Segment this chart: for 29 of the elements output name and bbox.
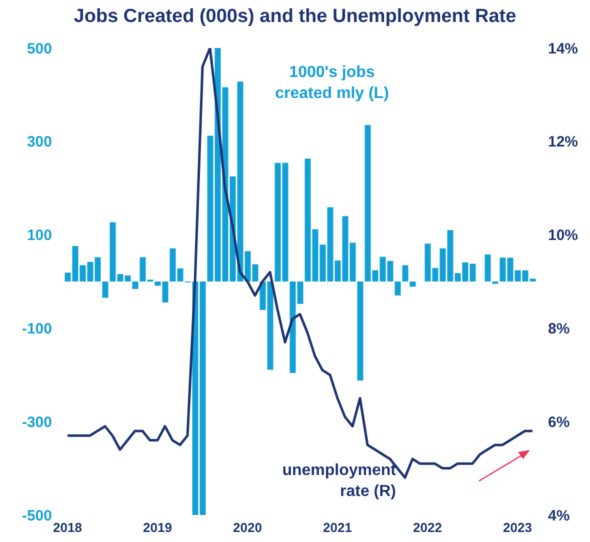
y-tick-label: 100 [26,227,52,244]
x-tick-label: 2020 [233,520,262,536]
x-tick-label: 2022 [413,520,442,536]
bar [394,282,401,296]
y-tick-label: -100 [22,320,52,338]
y-tick-label: -500 [22,507,52,524]
bar [402,265,408,282]
y2-tick-label: 8% [548,320,570,338]
y-tick-label: -300 [22,414,52,431]
y2-tick-label: 12% [548,134,578,151]
series-label: 1000's jobs created mly (L) [274,63,390,104]
x-tick-label: 2018 [53,520,82,536]
y-tick-label: 300 [26,134,52,151]
x-tick-label: 2021 [323,520,352,536]
y2-tick-label: 6% [548,414,570,431]
bar [410,282,416,287]
bar [357,282,364,381]
x-tick-label: 2019 [143,520,172,536]
x-tick-label: 2023 [503,520,532,536]
y2-tick-label: 14% [548,40,578,58]
bar [484,254,491,282]
chart-title: Jobs Created (000s) and the Unemployment Rate [72,6,518,28]
y2-tick-label: 10% [548,227,578,244]
bar [102,282,108,298]
series-label: unemployment rate (R) [281,461,396,502]
bar [132,282,138,289]
line-series [66,48,534,479]
y2-tick-label: 4% [548,507,570,524]
y-tick-label: 500 [26,40,52,58]
